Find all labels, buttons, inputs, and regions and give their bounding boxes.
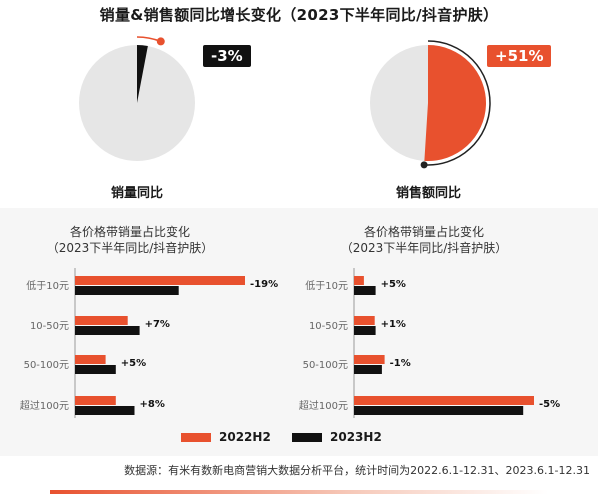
pie-1-arc-dot bbox=[156, 37, 165, 46]
chart-1-category-label: 低于10元 bbox=[305, 281, 348, 292]
chart-0-category-label: 50-100元 bbox=[23, 360, 69, 371]
chart-1-bar-2022h2 bbox=[354, 316, 375, 325]
chart-0-data-label: +7% bbox=[144, 319, 170, 330]
legend-label-2023h2: 2023H2 bbox=[330, 430, 382, 444]
sales-volume-change-badge: -3% bbox=[203, 45, 251, 67]
chart-1-bar-2023h2 bbox=[354, 326, 376, 335]
left-chart-title: 各价格带销量占比变化 （2023下半年同比/抖音护肤） bbox=[30, 224, 230, 256]
chart-0-category-label: 低于10元 bbox=[26, 281, 69, 292]
chart-0-category-label: 超过100元 bbox=[19, 401, 69, 412]
chart-1-bar-2023h2 bbox=[354, 406, 524, 415]
right-chart-title-line1: 各价格带销量占比变化 bbox=[363, 225, 484, 239]
chart-0-data-label: -19% bbox=[250, 279, 279, 290]
sales-volume-pie bbox=[79, 36, 195, 161]
sales-volume-pie-label: 销量同比 bbox=[111, 186, 164, 201]
chart-0-bar-2023h2 bbox=[75, 326, 140, 335]
pie-2-wedge bbox=[424, 45, 486, 161]
right-chart-title: 各价格带销量占比变化 （2023下半年同比/抖音护肤） bbox=[324, 224, 524, 256]
chart-1-bar-2023h2 bbox=[354, 365, 382, 374]
chart-0-category-label: 10-50元 bbox=[29, 321, 69, 332]
chart-1-data-label: +1% bbox=[380, 319, 406, 330]
pie-1-wedge bbox=[137, 45, 148, 103]
chart-1-category-label: 10-50元 bbox=[308, 321, 348, 332]
chart-1-category-label: 50-100元 bbox=[302, 360, 348, 371]
chart-0-bar-2023h2 bbox=[75, 286, 179, 295]
legend-swatch-2023h2 bbox=[292, 433, 322, 442]
left-chart-title-line1: 各价格带销量占比变化 bbox=[69, 225, 190, 239]
sales-amount-pie-label: 销售额同比 bbox=[396, 186, 462, 201]
pie-2-arc bbox=[424, 40, 491, 166]
sales-amount-change-badge: +51% bbox=[487, 45, 552, 67]
chart-0-bar-2023h2 bbox=[75, 406, 135, 415]
right-chart-title-line2: （2023下半年同比/抖音护肤） bbox=[340, 241, 508, 255]
chart-1-data-label: -1% bbox=[389, 358, 411, 369]
legend-label-2022h2: 2022H2 bbox=[219, 430, 271, 444]
chart-1-bar-2022h2 bbox=[354, 355, 385, 364]
page-title: 销量&销售额同比增长变化（2023下半年同比/抖音护肤） bbox=[99, 6, 499, 24]
chart-1-bar-2023h2 bbox=[354, 286, 376, 295]
chart-1-data-label: -5% bbox=[539, 399, 561, 410]
pie-2-arc-dot bbox=[420, 161, 428, 169]
chart-0-bar-2023h2 bbox=[75, 365, 116, 374]
chart-1-bar-2022h2 bbox=[354, 396, 534, 405]
data-source-note: 数据源：有米有数新电商营销大数据分析平台，统计时间为2022.6.1-12.31… bbox=[124, 464, 590, 477]
chart-0-data-label: +5% bbox=[120, 358, 147, 369]
chart-0-bar-2022h2 bbox=[75, 316, 128, 325]
chart-0-bar-2022h2 bbox=[75, 396, 116, 405]
sales-amount-pie bbox=[370, 40, 491, 169]
chart-0-data-label: +8% bbox=[139, 399, 165, 410]
bottom-accent-bar bbox=[50, 490, 548, 494]
legend-swatch-2022h2 bbox=[181, 433, 211, 442]
chart-1-data-label: +5% bbox=[380, 279, 406, 290]
chart-0-bar-2022h2 bbox=[75, 276, 245, 285]
chart-1-category-label: 超过100元 bbox=[298, 401, 348, 412]
chart-0-bar-2022h2 bbox=[75, 355, 106, 364]
chart-1-bar-2022h2 bbox=[354, 276, 364, 285]
left-chart-title-line2: （2023下半年同比/抖音护肤） bbox=[46, 241, 214, 255]
